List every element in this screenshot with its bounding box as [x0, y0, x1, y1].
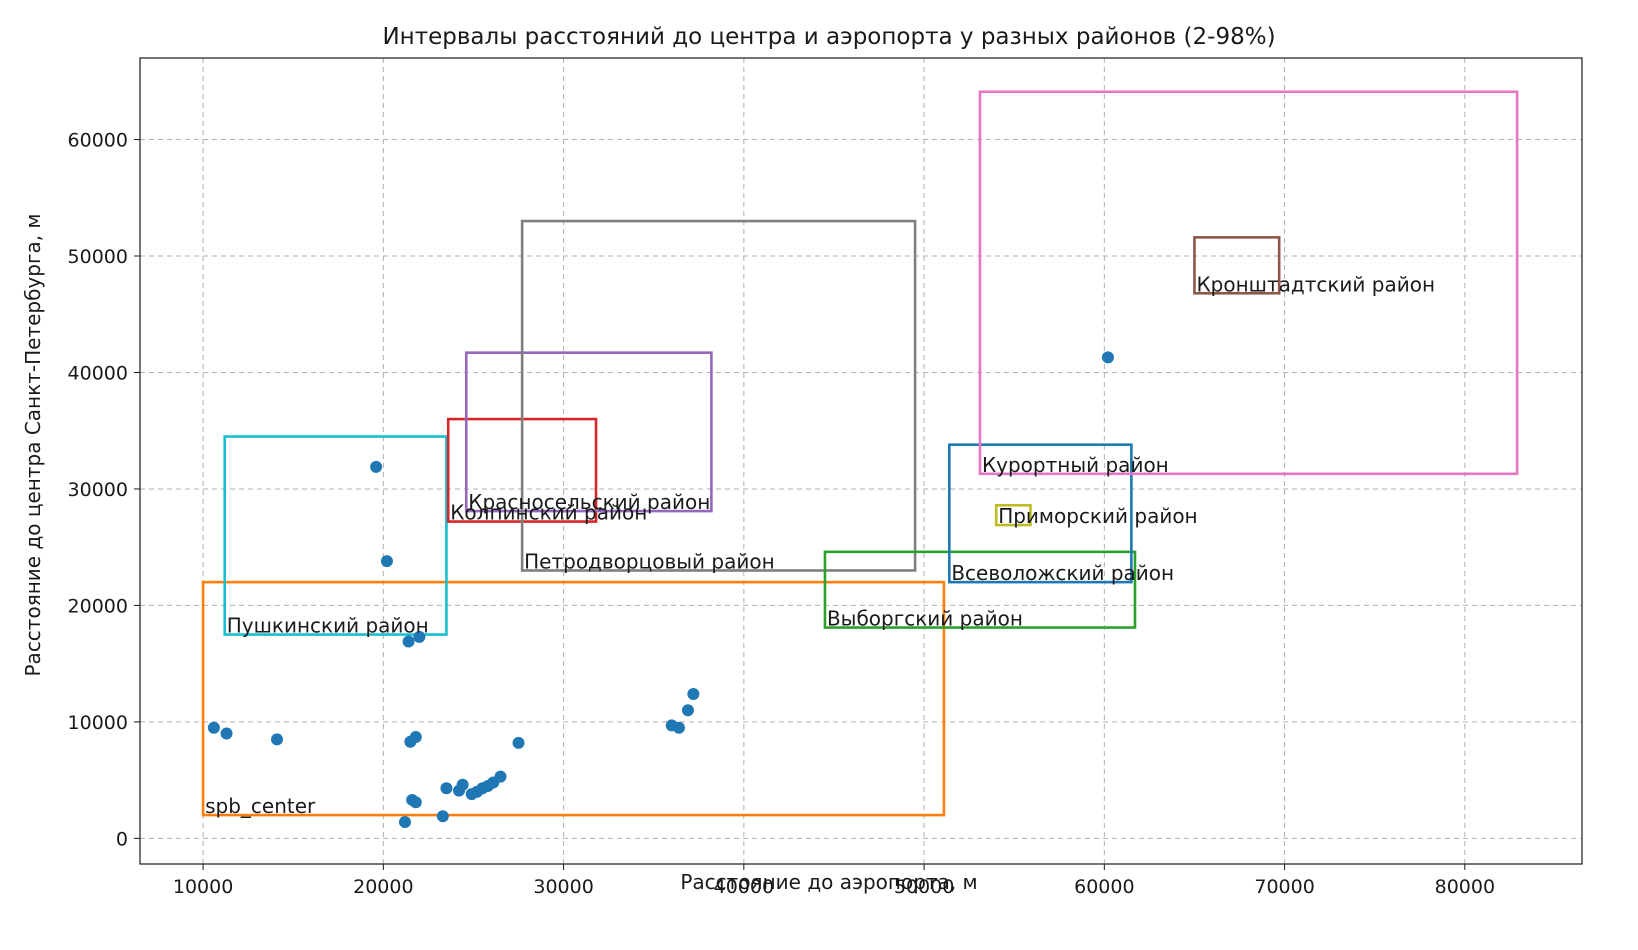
district-label: Красносельский район	[468, 490, 710, 514]
district-label: Пушкинский район	[227, 614, 429, 638]
y-axis-label: Расстояние до центра Санкт-Петербурга, м	[21, 213, 45, 676]
district-box	[223, 435, 448, 636]
district-label: Кронштадтский район	[1196, 272, 1435, 296]
district-box	[978, 90, 1519, 476]
district-label: Колпинский район	[450, 501, 647, 525]
data-point	[402, 635, 415, 648]
data-point	[413, 630, 426, 643]
data-point	[512, 736, 525, 749]
data-point	[398, 816, 411, 829]
district-label: Выборгский район	[827, 607, 1023, 631]
y-tick-label: 50000	[68, 246, 128, 268]
data-points	[207, 351, 1114, 829]
x-tick-label: 20000	[353, 876, 413, 898]
data-point	[440, 782, 453, 795]
axis-ticks: 10000 20000 30000 40000 50000 60000 70000 80000…	[68, 130, 1496, 898]
data-point	[687, 687, 700, 700]
data-point	[409, 731, 422, 744]
chart-title: Интервалы расстояний до центра и аэропор…	[382, 24, 1275, 50]
x-tick-label: 60000	[1074, 876, 1134, 898]
data-point	[409, 796, 422, 809]
y-tick-label: 60000	[68, 130, 128, 152]
district-box	[948, 443, 1133, 584]
district-label: Петродворцовый район	[524, 549, 775, 573]
x-tick-label: 40000	[714, 876, 774, 898]
data-point	[494, 770, 507, 783]
y-tick-label: 30000	[68, 479, 128, 501]
y-tick-label: 40000	[68, 362, 128, 384]
district-boxes	[201, 90, 1519, 817]
data-point	[220, 727, 233, 740]
plot-frame	[139, 57, 1583, 865]
district-box	[1193, 236, 1281, 295]
data-point	[270, 733, 283, 746]
district-box	[464, 351, 713, 513]
district-label: Курортный район	[982, 453, 1169, 477]
district-box	[823, 550, 1137, 629]
data-point	[370, 460, 383, 473]
data-point	[207, 721, 220, 734]
data-point	[681, 704, 694, 717]
y-tick-label: 20000	[68, 595, 128, 617]
grid-lines	[140, 58, 1582, 864]
district-box	[201, 580, 946, 817]
data-point	[436, 810, 449, 823]
district-label: Приморский район	[998, 504, 1197, 528]
data-point	[456, 778, 469, 791]
district-label: spb_center	[205, 794, 316, 818]
district-box	[994, 503, 1032, 527]
data-point	[672, 721, 685, 734]
y-tick-label: 10000	[68, 712, 128, 734]
x-axis-label: Расстояние до аэропорта, м	[680, 870, 977, 894]
x-tick-label: 70000	[1254, 876, 1314, 898]
x-tick-label: 10000	[173, 876, 233, 898]
district-label: Всеволожский район	[951, 561, 1174, 585]
y-tick-label: 0	[116, 828, 128, 850]
x-tick-label: 50000	[894, 876, 954, 898]
x-tick-label: 80000	[1435, 876, 1495, 898]
data-point	[1101, 351, 1114, 364]
data-point	[380, 555, 393, 568]
x-tick-label: 30000	[533, 876, 593, 898]
district-box	[520, 219, 917, 572]
district-labels: spb_center Пушкинский район Колпинский рай…	[205, 272, 1435, 818]
